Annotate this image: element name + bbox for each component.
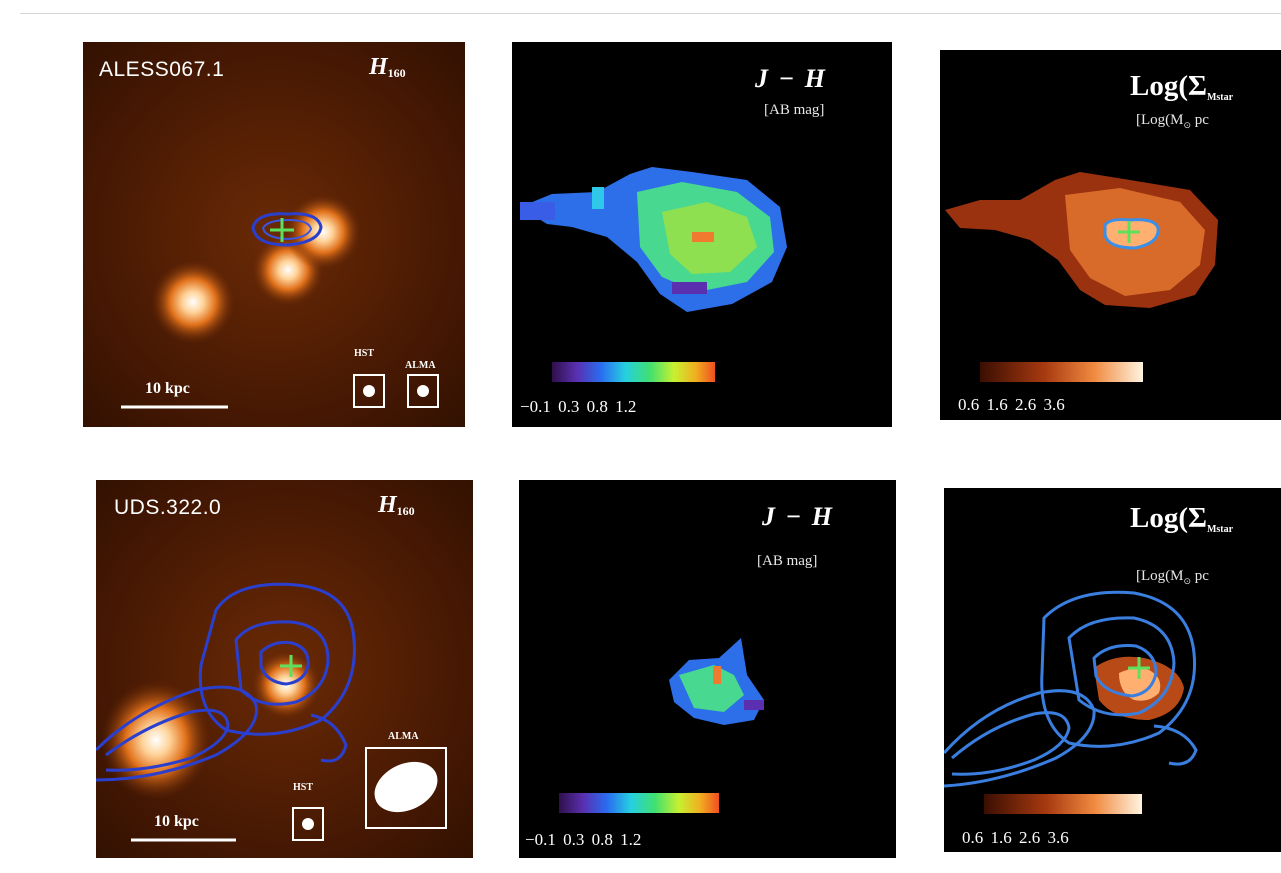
mass-unit-tail: pc — [1191, 112, 1209, 128]
mass-density-subscript: Mstar — [1206, 524, 1234, 535]
alma-label: ALMA — [405, 360, 436, 371]
h160-image-row2: UDS.322.0 H160 10 kpc HST ALMA — [96, 480, 473, 858]
mass-map-row1: Log(ΣMstar [Log(M⊙ pc 0.6 1.6 2.6 3.6 — [940, 50, 1281, 420]
centroid-cross — [1128, 657, 1150, 679]
alma-beam-box — [407, 374, 439, 408]
galaxy-blob — [101, 680, 211, 800]
mass-map-row2: Log(ΣMstar [Log(M⊙ pc 0.6 1.6 2.6 3.6 — [944, 488, 1281, 852]
jh-hot-pixel — [692, 232, 714, 242]
hst-beam — [363, 385, 375, 397]
mass-density-label: Log(ΣMstar — [1130, 502, 1233, 535]
hst-beam-box — [353, 374, 385, 408]
hst-beam — [302, 818, 314, 830]
alma-contour — [96, 582, 356, 782]
color-index-unit: [AB mag] — [764, 102, 825, 118]
mass-unit-tail: pc — [1191, 568, 1209, 584]
mass-density-unit: [Log(M⊙ pc — [1136, 112, 1209, 130]
colorbar-tick-labels: −0.1 0.3 0.8 1.2 — [525, 830, 642, 849]
color-index-label: J − H — [762, 502, 834, 531]
mass-density-unit: [Log(M⊙ pc — [1136, 568, 1209, 586]
centroid-cross — [280, 655, 302, 677]
jh-map-row2 — [559, 638, 764, 813]
mass-pixel-region — [1119, 668, 1161, 701]
source-name: ALESS067.1 — [99, 58, 225, 81]
band-label: H160 — [378, 492, 415, 519]
top-rule — [20, 13, 1281, 14]
colorbar-mass — [980, 362, 1143, 382]
alma-contour — [251, 212, 323, 247]
band-label: H160 — [369, 54, 406, 81]
source-name: UDS.322.0 — [114, 496, 222, 519]
color-index-label: J − H — [755, 64, 827, 93]
centroid-cross — [270, 218, 294, 242]
h160-map-row1 — [83, 42, 465, 427]
jh-pixel-region — [672, 282, 707, 294]
alma-beam-box — [365, 747, 447, 829]
scalebar-label: 10 kpc — [145, 380, 190, 397]
scalebar-label: 10 kpc — [154, 813, 199, 830]
alma-label: ALMA — [388, 731, 419, 742]
colorbar-mass — [984, 794, 1142, 814]
stellar-mass-map-row1 — [945, 172, 1218, 382]
mass-density-label: Log(ΣMstar — [1130, 70, 1233, 103]
mass-density-text: Log(Σ — [1130, 70, 1207, 102]
jh-pixel-region — [679, 665, 744, 712]
colorbar-jh — [552, 362, 715, 382]
galaxy-blob — [151, 260, 235, 344]
hst-label: HST — [293, 782, 314, 793]
mass-unit-text: [Log(M — [1136, 112, 1184, 128]
alma-contour — [1103, 218, 1160, 250]
band-letter: H — [378, 492, 397, 518]
band-letter: H — [369, 54, 388, 80]
colorbar-tick-labels: 0.6 1.6 2.6 3.6 — [962, 828, 1069, 847]
hst-label: HST — [354, 348, 375, 359]
h160-image-row1: ALESS067.1 H160 10 kpc HST ALMA — [83, 42, 465, 427]
hst-beam-box — [292, 807, 324, 841]
color-map-row1: J − H [AB mag] −0.1 0.3 0.8 1.2 — [512, 42, 892, 427]
color-map-row2: J − H [AB mag] −0.1 0.3 0.8 1.2 — [519, 480, 896, 858]
jh-map-row1 — [520, 167, 787, 382]
band-subscript: 160 — [387, 66, 406, 80]
jh-pixel-region — [520, 202, 555, 220]
alma-contour — [944, 590, 1198, 788]
colorbar-tick-labels: 0.6 1.6 2.6 3.6 — [958, 395, 1065, 414]
stellar-mass-map-row2 — [944, 590, 1198, 814]
alma-beam — [374, 761, 438, 813]
colorbar-jh — [559, 793, 719, 813]
color-index-unit: [AB mag] — [757, 553, 818, 569]
colorbar-tick-labels: −0.1 0.3 0.8 1.2 — [520, 397, 637, 416]
alma-beam — [417, 385, 429, 397]
h160-map-row2 — [96, 480, 473, 858]
alma-contour — [261, 218, 313, 241]
jh-hot-pixel — [713, 666, 721, 684]
mass-density-subscript: Mstar — [1206, 92, 1234, 103]
jh-pixel-region — [744, 700, 764, 710]
galaxy-blob — [285, 194, 361, 270]
jh-pixel-region — [592, 187, 604, 209]
band-subscript: 160 — [396, 504, 415, 518]
mass-density-text: Log(Σ — [1130, 502, 1207, 534]
centroid-cross — [1118, 221, 1140, 243]
mass-unit-text: [Log(M — [1136, 568, 1184, 584]
